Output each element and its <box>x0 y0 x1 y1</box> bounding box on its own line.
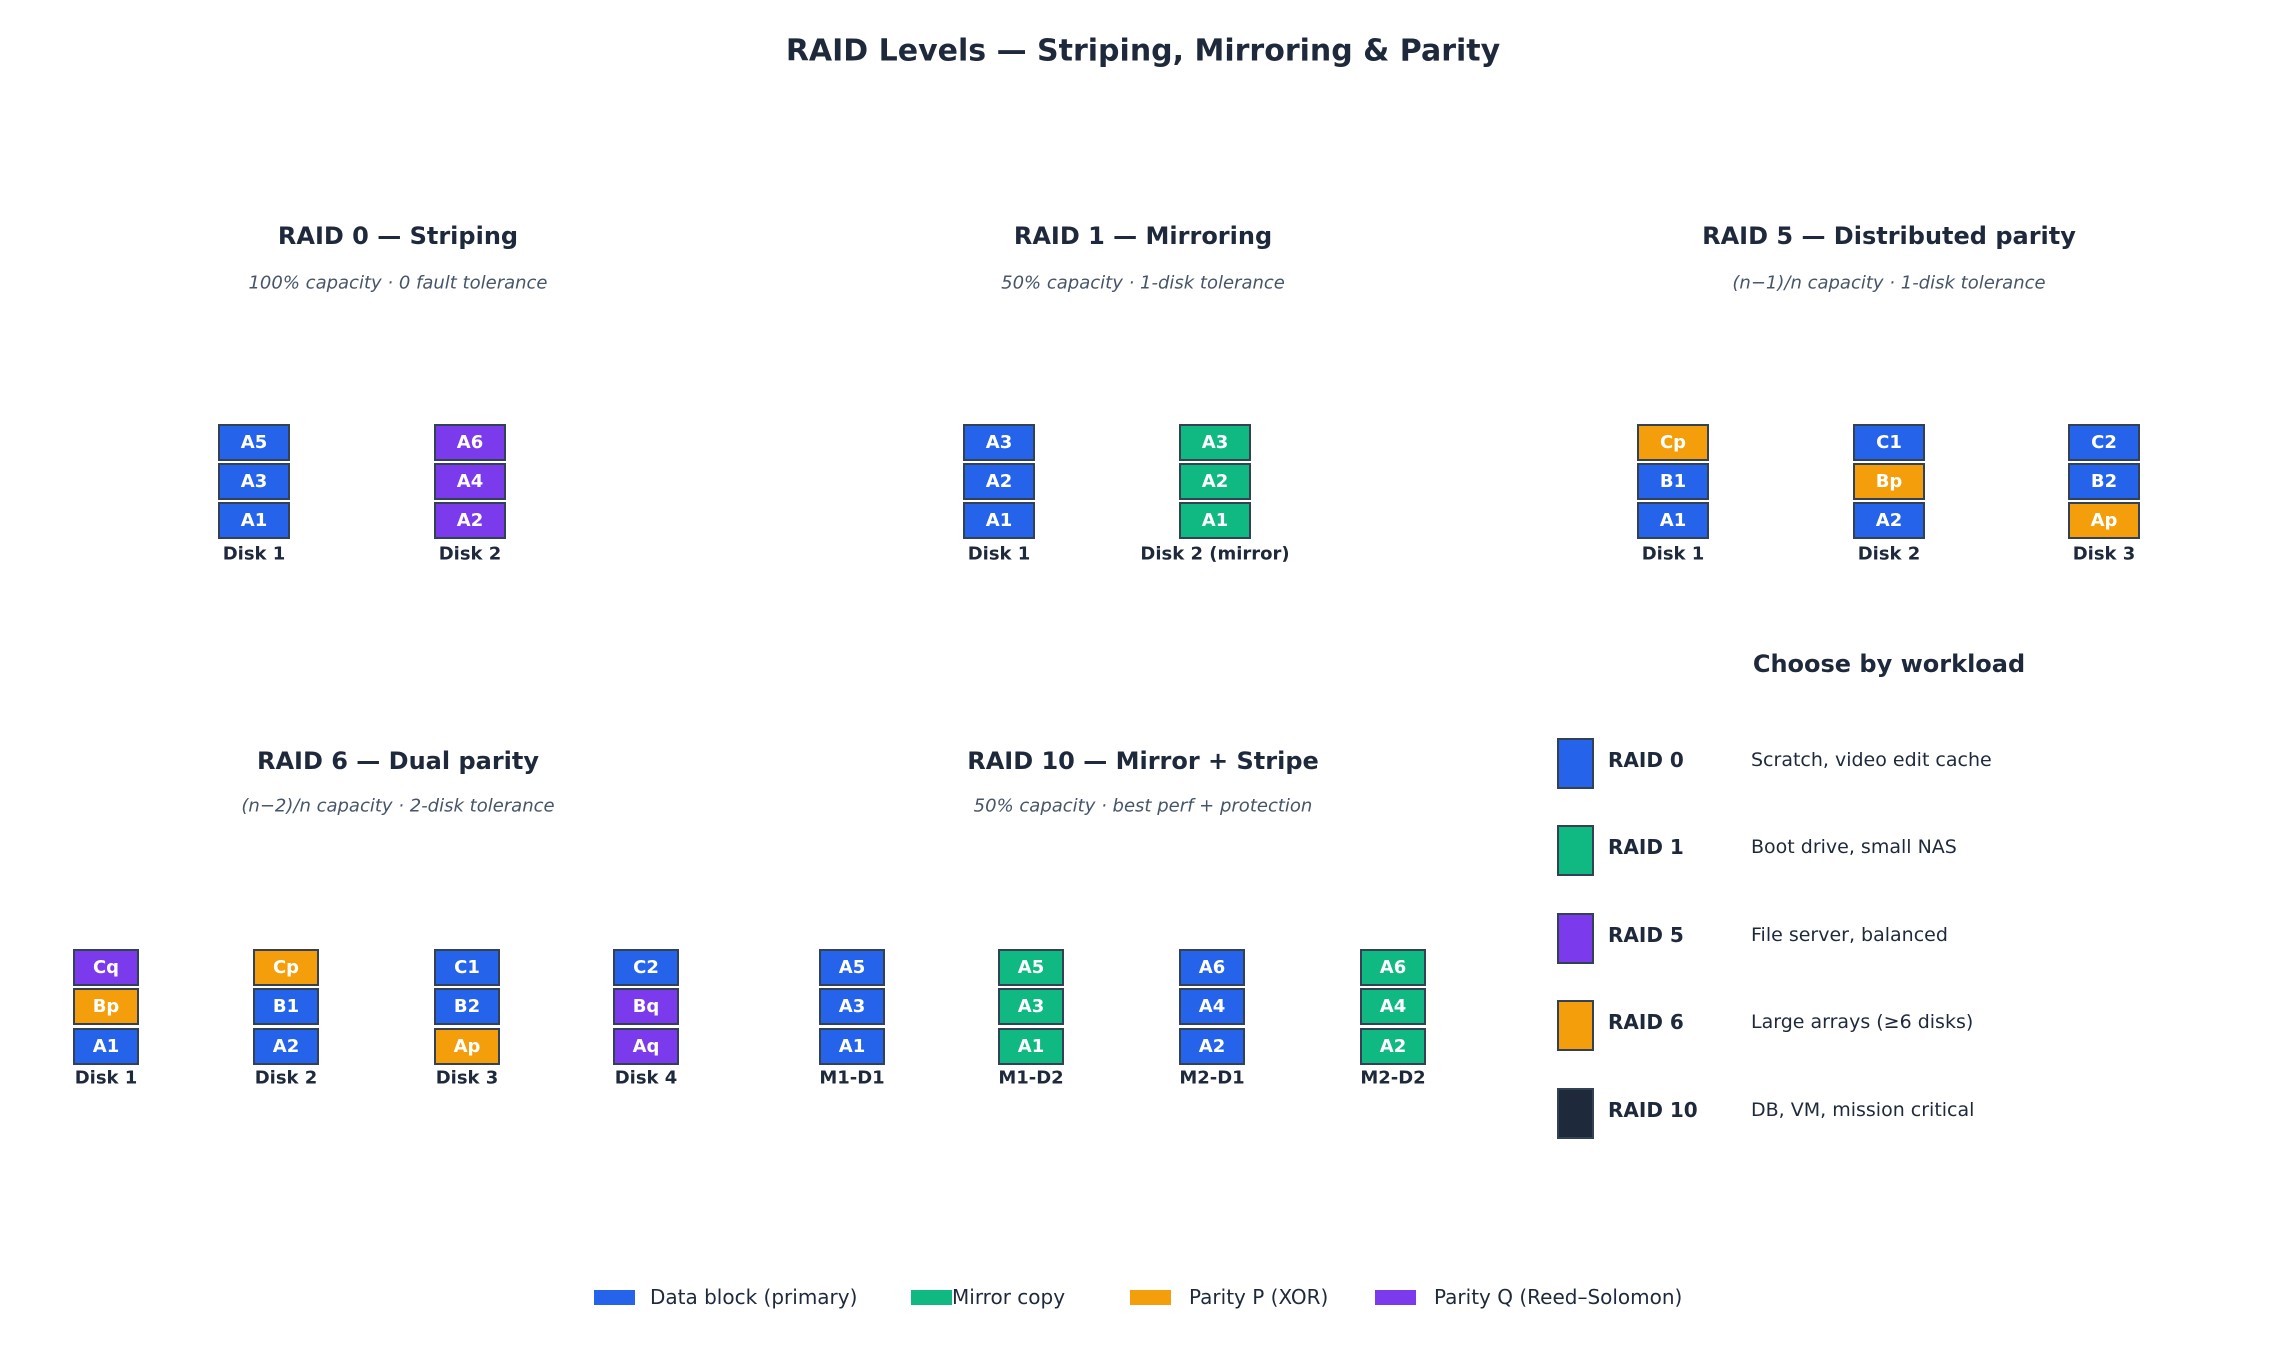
panel-subtitle: 100% capacity · 0 fault tolerance <box>248 272 548 294</box>
disk-label: Disk 2 <box>254 1067 318 1089</box>
disk-block: A5 <box>998 948 1064 986</box>
disk-block: C1 <box>1853 423 1925 461</box>
disk-block: Ap <box>434 1027 500 1065</box>
disk-label: Disk 2 (mirror) <box>1140 543 1290 565</box>
disk-block: A5 <box>218 423 290 461</box>
panel-title: RAID 1 — Mirroring <box>1013 222 1273 250</box>
workload-description: DB, VM, mission critical <box>1751 1099 1975 1121</box>
workload-raid-label: RAID 0 <box>1608 748 1684 772</box>
legend-label: Mirror copy <box>952 1285 1066 1309</box>
disk-label: Disk 1 <box>1641 543 1705 565</box>
panel-title: RAID 10 — Mirror + Stripe <box>967 747 1319 775</box>
workload-raid-label: RAID 5 <box>1608 923 1684 947</box>
panel-subtitle: 50% capacity · 1-disk tolerance <box>1001 272 1285 294</box>
disk-label: Disk 1 <box>967 543 1031 565</box>
disk-block: A1 <box>73 1027 139 1065</box>
disk-block: A4 <box>1179 987 1245 1025</box>
disk-block: A3 <box>218 462 290 500</box>
legend-swatch <box>1130 1290 1171 1305</box>
disk-label: M2-D2 <box>1360 1067 1426 1089</box>
disk-block: A2 <box>1179 1027 1245 1065</box>
disk-block: Ap <box>2068 501 2140 539</box>
disk-label: Disk 3 <box>2072 543 2136 565</box>
disk-block: C1 <box>434 948 500 986</box>
disk-block: A1 <box>218 501 290 539</box>
legend-label: Data block (primary) <box>650 1285 858 1309</box>
disk-block: Bp <box>1853 462 1925 500</box>
disk-label: Disk 2 <box>1857 543 1921 565</box>
panel-title: RAID 6 — Dual parity <box>256 747 540 775</box>
diagram-title: RAID Levels — Striping, Mirroring & Pari… <box>785 33 1501 69</box>
workload-swatch <box>1557 913 1594 964</box>
disk-block: A4 <box>1360 987 1426 1025</box>
disk-block: A1 <box>998 1027 1064 1065</box>
disk-block: A3 <box>963 423 1035 461</box>
workload-description: File server, balanced <box>1751 924 1948 946</box>
disk-block: A2 <box>434 501 506 539</box>
disk-block: A3 <box>819 987 885 1025</box>
legend-swatch <box>594 1290 635 1305</box>
panel-subtitle: 50% capacity · best perf + protection <box>973 795 1313 817</box>
disk-block: A2 <box>963 462 1035 500</box>
disk-block: C2 <box>2068 423 2140 461</box>
disk-block: A6 <box>1360 948 1426 986</box>
disk-block: A5 <box>819 948 885 986</box>
workload-swatch <box>1557 738 1594 789</box>
disk-label: Disk 1 <box>74 1067 138 1089</box>
workload-swatch <box>1557 1000 1594 1051</box>
disk-block: A3 <box>1179 423 1251 461</box>
panel-title: RAID 0 — Striping <box>277 222 519 250</box>
disk-label: Disk 2 <box>438 543 502 565</box>
workload-raid-label: RAID 6 <box>1608 1010 1684 1034</box>
disk-block: B1 <box>253 987 319 1025</box>
disk-label: M2-D1 <box>1179 1067 1245 1089</box>
disk-block: A2 <box>1853 501 1925 539</box>
disk-label: Disk 1 <box>222 543 286 565</box>
disk-block: Cp <box>253 948 319 986</box>
disk-block: A4 <box>434 462 506 500</box>
disk-block: A2 <box>1179 462 1251 500</box>
disk-block: A1 <box>819 1027 885 1065</box>
disk-block: A2 <box>1360 1027 1426 1065</box>
disk-label: Disk 4 <box>614 1067 678 1089</box>
disk-block: Aq <box>613 1027 679 1065</box>
workload-raid-label: RAID 1 <box>1608 835 1684 859</box>
disk-block: A2 <box>253 1027 319 1065</box>
legend-swatch <box>1375 1290 1416 1305</box>
panel-title: RAID 5 — Distributed parity <box>1702 222 2076 250</box>
disk-block: A1 <box>963 501 1035 539</box>
workload-description: Boot drive, small NAS <box>1751 836 1957 858</box>
workload-description: Large arrays (≥6 disks) <box>1751 1011 1974 1033</box>
legend-swatch <box>911 1290 952 1305</box>
disk-label: M1-D1 <box>819 1067 885 1089</box>
workload-title: Choose by workload <box>1752 650 2026 678</box>
disk-block: B1 <box>1637 462 1709 500</box>
disk-block: Bp <box>73 987 139 1025</box>
legend-label: Parity Q (Reed–Solomon) <box>1434 1285 1683 1309</box>
panel-subtitle: (n−1)/n capacity · 1-disk tolerance <box>1732 272 2046 294</box>
legend-label: Parity P (XOR) <box>1189 1285 1329 1309</box>
disk-block: C2 <box>613 948 679 986</box>
disk-block: Cp <box>1637 423 1709 461</box>
disk-block: Cq <box>73 948 139 986</box>
disk-block: B2 <box>2068 462 2140 500</box>
workload-raid-label: RAID 10 <box>1608 1098 1698 1122</box>
disk-block: A6 <box>1179 948 1245 986</box>
disk-label: Disk 3 <box>435 1067 499 1089</box>
workload-swatch <box>1557 825 1594 876</box>
workload-swatch <box>1557 1088 1594 1139</box>
disk-block: B2 <box>434 987 500 1025</box>
disk-label: M1-D2 <box>998 1067 1064 1089</box>
workload-description: Scratch, video edit cache <box>1751 749 1992 771</box>
disk-block: A3 <box>998 987 1064 1025</box>
disk-block: A1 <box>1637 501 1709 539</box>
panel-subtitle: (n−2)/n capacity · 2-disk tolerance <box>241 795 555 817</box>
disk-block: A6 <box>434 423 506 461</box>
disk-block: Bq <box>613 987 679 1025</box>
disk-block: A1 <box>1179 501 1251 539</box>
